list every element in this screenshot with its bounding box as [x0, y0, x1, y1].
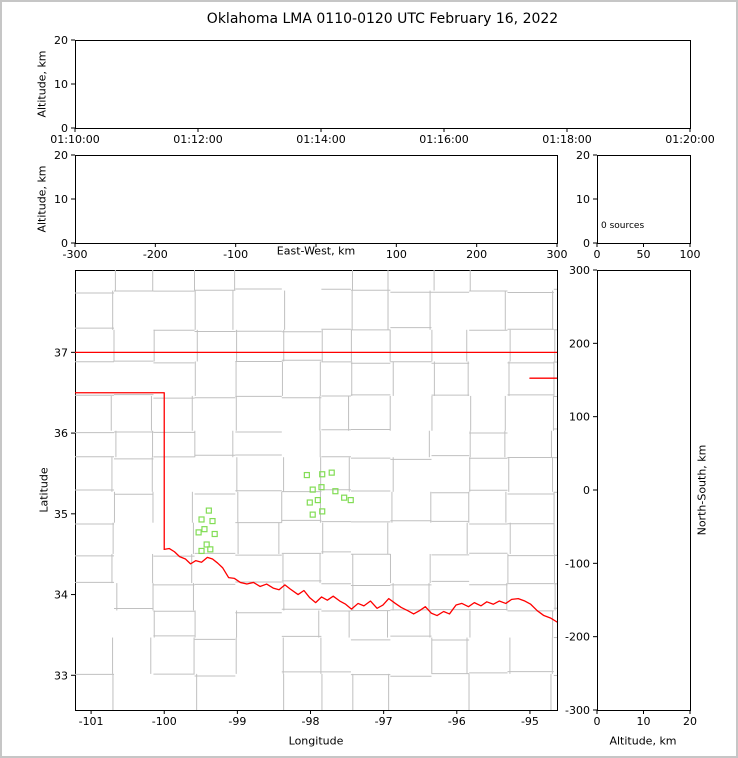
map-layers — [75, 270, 557, 710]
lma-station-marker — [198, 516, 205, 523]
lma-station-marker — [207, 546, 214, 553]
tick-label: -200 — [565, 631, 590, 644]
tick-label: 01:14:00 — [296, 133, 345, 146]
tick-label: -95 — [521, 715, 539, 728]
axis-label-altitude-ns-panel: Altitude, km — [609, 734, 677, 748]
tick-label: -300 — [565, 704, 590, 717]
tick-label: -97 — [375, 715, 393, 728]
tick-label: 0 — [583, 237, 590, 250]
tick-label: 0 — [594, 248, 601, 261]
tick-label: -98 — [302, 715, 320, 728]
tick-label: -101 — [79, 715, 104, 728]
axis-label-altitude-ew-panel: Altitude, km — [35, 165, 49, 233]
lma-station-marker — [318, 484, 325, 491]
tick-label: 33 — [54, 669, 68, 682]
tick-label: -200 — [143, 248, 168, 261]
tick-label: -99 — [228, 715, 246, 728]
tick-label: 100 — [569, 411, 590, 424]
tick-label: 20 — [54, 34, 68, 47]
tick-label: 0 — [594, 715, 601, 728]
tick-label: -100 — [223, 248, 248, 261]
tick-label: 10 — [54, 193, 68, 206]
figure-title: Oklahoma LMA 0110-0120 UTC February 16, … — [206, 11, 559, 27]
axis-label-east-west: East-West, km — [276, 244, 356, 258]
lma-station-marker — [303, 471, 310, 479]
tick-label: 10 — [637, 715, 651, 728]
tick-label: 0 — [583, 484, 590, 497]
lma-station-marker — [198, 547, 205, 555]
lma-station-marker — [319, 508, 326, 515]
tick-label: 20 — [683, 715, 697, 728]
lma-station-marker — [341, 494, 348, 501]
tick-label: 34 — [54, 589, 68, 602]
tick-label: 200 — [569, 337, 590, 350]
tick-label: 200 — [466, 248, 487, 261]
tick-label: -300 — [63, 248, 88, 261]
panel-frame-p2 — [75, 155, 558, 244]
state-border-line — [75, 392, 165, 550]
panel-frame-p3 — [597, 155, 691, 244]
lma-station-marker — [306, 499, 313, 506]
axis-label-longitude: Longitude — [288, 734, 344, 748]
tick-label: 01:16:00 — [419, 133, 468, 146]
tick-label: 0 — [61, 237, 68, 250]
axis-label-altitude-time-panel: Altitude, km — [35, 50, 49, 118]
lma-station-marker — [309, 511, 316, 518]
tick-label: 300 — [547, 248, 568, 261]
lma-station-marker — [314, 496, 321, 504]
tick-label: 37 — [54, 346, 68, 359]
axis-label-north-south: North-South, km — [695, 444, 709, 536]
lma-station-marker — [205, 507, 212, 514]
lma-station-marker — [203, 541, 210, 548]
tick-label: 20 — [576, 149, 590, 162]
lma-station-marker — [328, 469, 335, 476]
lma-station-marker — [201, 526, 208, 533]
lma-station-marker — [209, 517, 216, 525]
tick-label: 300 — [569, 264, 590, 277]
tick-label: 10 — [576, 193, 590, 206]
source-count-annotation: 0 sources — [601, 221, 645, 231]
tick-label: -96 — [448, 715, 466, 728]
tick-label: 01:20:00 — [665, 133, 714, 146]
tick-label: 01:18:00 — [542, 133, 591, 146]
tick-label: 100 — [680, 248, 701, 261]
lma-station-marker — [309, 486, 316, 493]
tick-label: -100 — [152, 715, 177, 728]
axis-label-latitude: Latitude — [37, 467, 51, 513]
tick-label: 50 — [637, 248, 651, 261]
tick-label: 100 — [386, 248, 407, 261]
lma-station-marker — [319, 471, 326, 478]
lma-station-marker — [195, 529, 202, 536]
panel-frame-p5 — [597, 270, 691, 711]
tick-label: 01:10:00 — [50, 133, 99, 146]
tick-label: 20 — [54, 149, 68, 162]
tick-label: 36 — [54, 427, 68, 440]
tick-label: 10 — [54, 78, 68, 91]
state-border-line — [163, 547, 557, 623]
panel-frame-p1 — [75, 40, 691, 129]
tick-label: 01:12:00 — [173, 133, 222, 146]
lma-station-marker — [332, 488, 339, 495]
tick-label: -100 — [565, 557, 590, 570]
tick-label: 0 — [61, 122, 68, 135]
lma-station-marker — [211, 530, 218, 538]
tick-label: 35 — [54, 508, 68, 521]
lma-station-marker — [347, 496, 354, 504]
